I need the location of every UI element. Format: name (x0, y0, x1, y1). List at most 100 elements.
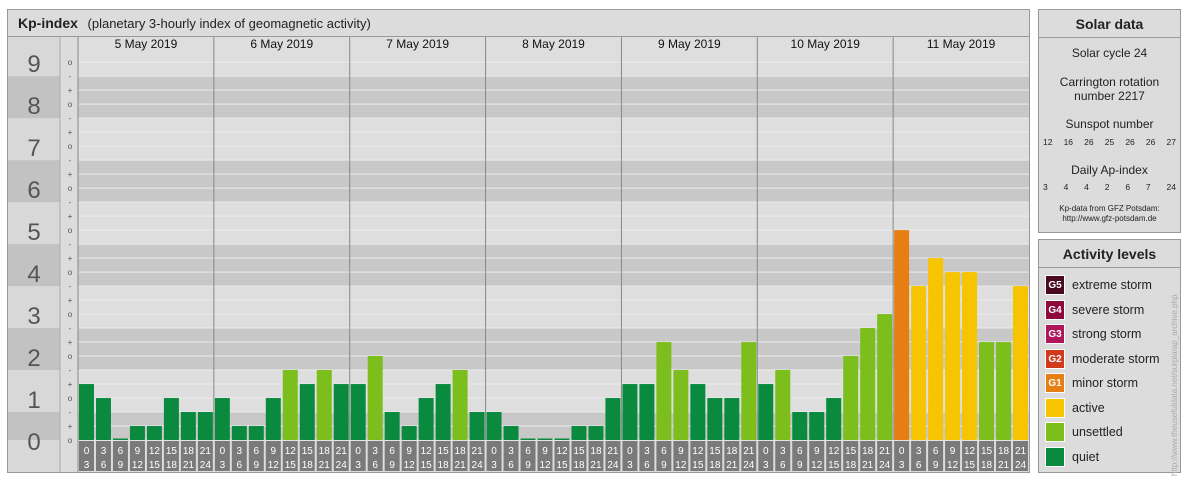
time-cell (163, 441, 179, 471)
time-cell (197, 441, 213, 471)
y-band (78, 118, 1029, 161)
ap-index-value: 7 (1145, 182, 1151, 192)
y-band-label-bg (8, 76, 60, 119)
time-label-start: 6 (254, 446, 260, 457)
minor-tick-label: o (68, 58, 73, 67)
day-label: 11 May 2019 (927, 37, 996, 51)
day-label: 6 May 2019 (250, 37, 313, 51)
kp-bar (282, 370, 298, 440)
time-label-start: 21 (200, 446, 212, 457)
ap-index-value: 6 (1125, 182, 1131, 192)
activity-level-item: quiet (1045, 446, 1100, 467)
time-cell (486, 441, 502, 471)
time-cell (435, 441, 451, 471)
sunspot-value: 26 (1125, 137, 1135, 147)
ap-index-value: 4 (1063, 182, 1069, 192)
kp-bar (520, 438, 536, 440)
minor-tick-label: o (68, 394, 73, 403)
minor-tick-label: + (68, 296, 73, 305)
time-cell (350, 441, 366, 471)
time-cell (503, 441, 519, 471)
sunspot-value: 16 (1063, 137, 1074, 147)
time-cell (809, 441, 825, 471)
time-cell (129, 441, 145, 471)
activity-level-item: active (1045, 397, 1105, 418)
y-band (78, 202, 1029, 245)
kp-bar (146, 426, 162, 440)
time-label-end: 6 (237, 460, 243, 471)
time-cell (214, 441, 230, 471)
day-label: 9 May 2019 (658, 37, 721, 51)
time-cell (996, 441, 1012, 471)
activity-levels-panel: Activity levels G5 extreme storm G4 severe … (1038, 239, 1181, 473)
time-label-start: 21 (1015, 446, 1027, 457)
kp-bar (401, 426, 417, 440)
kp-bar (605, 398, 621, 440)
time-cell (707, 441, 723, 471)
ap-index-label: Daily Ap-index (1071, 163, 1148, 177)
minor-tick-label: o (68, 184, 73, 193)
time-label-start: 6 (933, 446, 939, 457)
kp-bar (248, 426, 264, 440)
minor-tick-label: - (69, 282, 72, 291)
y-tick-label: 9 (27, 51, 40, 78)
time-cell (911, 441, 927, 471)
kp-bar (962, 272, 978, 440)
kp-bar (979, 342, 995, 440)
y-tick-label: 0 (27, 429, 40, 456)
time-label-end: 15 (692, 460, 704, 471)
y-band (78, 51, 1029, 77)
minor-tick-label: - (69, 324, 72, 333)
ap-index-values: 3 4 4 2 6 7 24 (1043, 182, 1176, 192)
y-band (78, 244, 1029, 287)
minor-tick-label: o (68, 226, 73, 235)
time-cell (724, 441, 740, 471)
time-cell (282, 441, 298, 471)
y-band-label-bg (8, 412, 60, 440)
time-label-start: 3 (644, 446, 650, 457)
minor-tick-label: - (69, 114, 72, 123)
y-tick-label: 8 (27, 93, 40, 120)
time-label-end: 24 (879, 460, 891, 471)
time-label-end: 12 (947, 460, 959, 471)
sunspot-value: 25 (1104, 137, 1115, 147)
level-label: active (1072, 400, 1105, 415)
time-label-start: 0 (84, 446, 90, 457)
minor-tick-label: - (69, 240, 72, 249)
kp-index-chart: o+-o+-o+-o+-o+-o+-o+-o+-o+-o01234567895 … (8, 37, 1029, 472)
time-label-start: 21 (743, 446, 755, 457)
kp-bar (707, 398, 723, 440)
time-cell (231, 441, 247, 471)
time-label-end: 12 (675, 460, 687, 471)
time-cell (979, 441, 995, 471)
chart-title: Kp-index (18, 15, 78, 31)
kp-bar (588, 426, 604, 440)
time-label-end: 24 (200, 460, 212, 471)
level-label: quiet (1072, 449, 1100, 464)
time-label-end: 18 (573, 460, 585, 471)
sunspot-value: 27 (1166, 137, 1176, 147)
kp-bar (792, 412, 808, 440)
kp-bar (350, 384, 366, 440)
time-cell (928, 441, 944, 471)
time-cell (537, 441, 553, 471)
time-label-end: 9 (389, 460, 395, 471)
y-band (78, 160, 1029, 203)
kp-bar (231, 426, 247, 440)
time-label-end: 24 (607, 460, 619, 471)
time-label-end: 6 (101, 460, 107, 471)
kp-bar (639, 384, 655, 440)
day-header-strip (78, 37, 1029, 51)
minor-tick-label: o (68, 268, 73, 277)
time-cell (792, 441, 808, 471)
time-label-start: 15 (981, 446, 993, 457)
time-label-start: 3 (780, 446, 786, 457)
kp-bar (843, 356, 859, 440)
level-label: moderate storm (1072, 351, 1160, 366)
time-label-start: 9 (542, 446, 548, 457)
kp-bar (690, 384, 706, 440)
time-label-start: 0 (220, 446, 226, 457)
time-label-end: 6 (372, 460, 378, 471)
time-label-start: 6 (661, 446, 667, 457)
minor-tick-label: + (68, 128, 73, 137)
